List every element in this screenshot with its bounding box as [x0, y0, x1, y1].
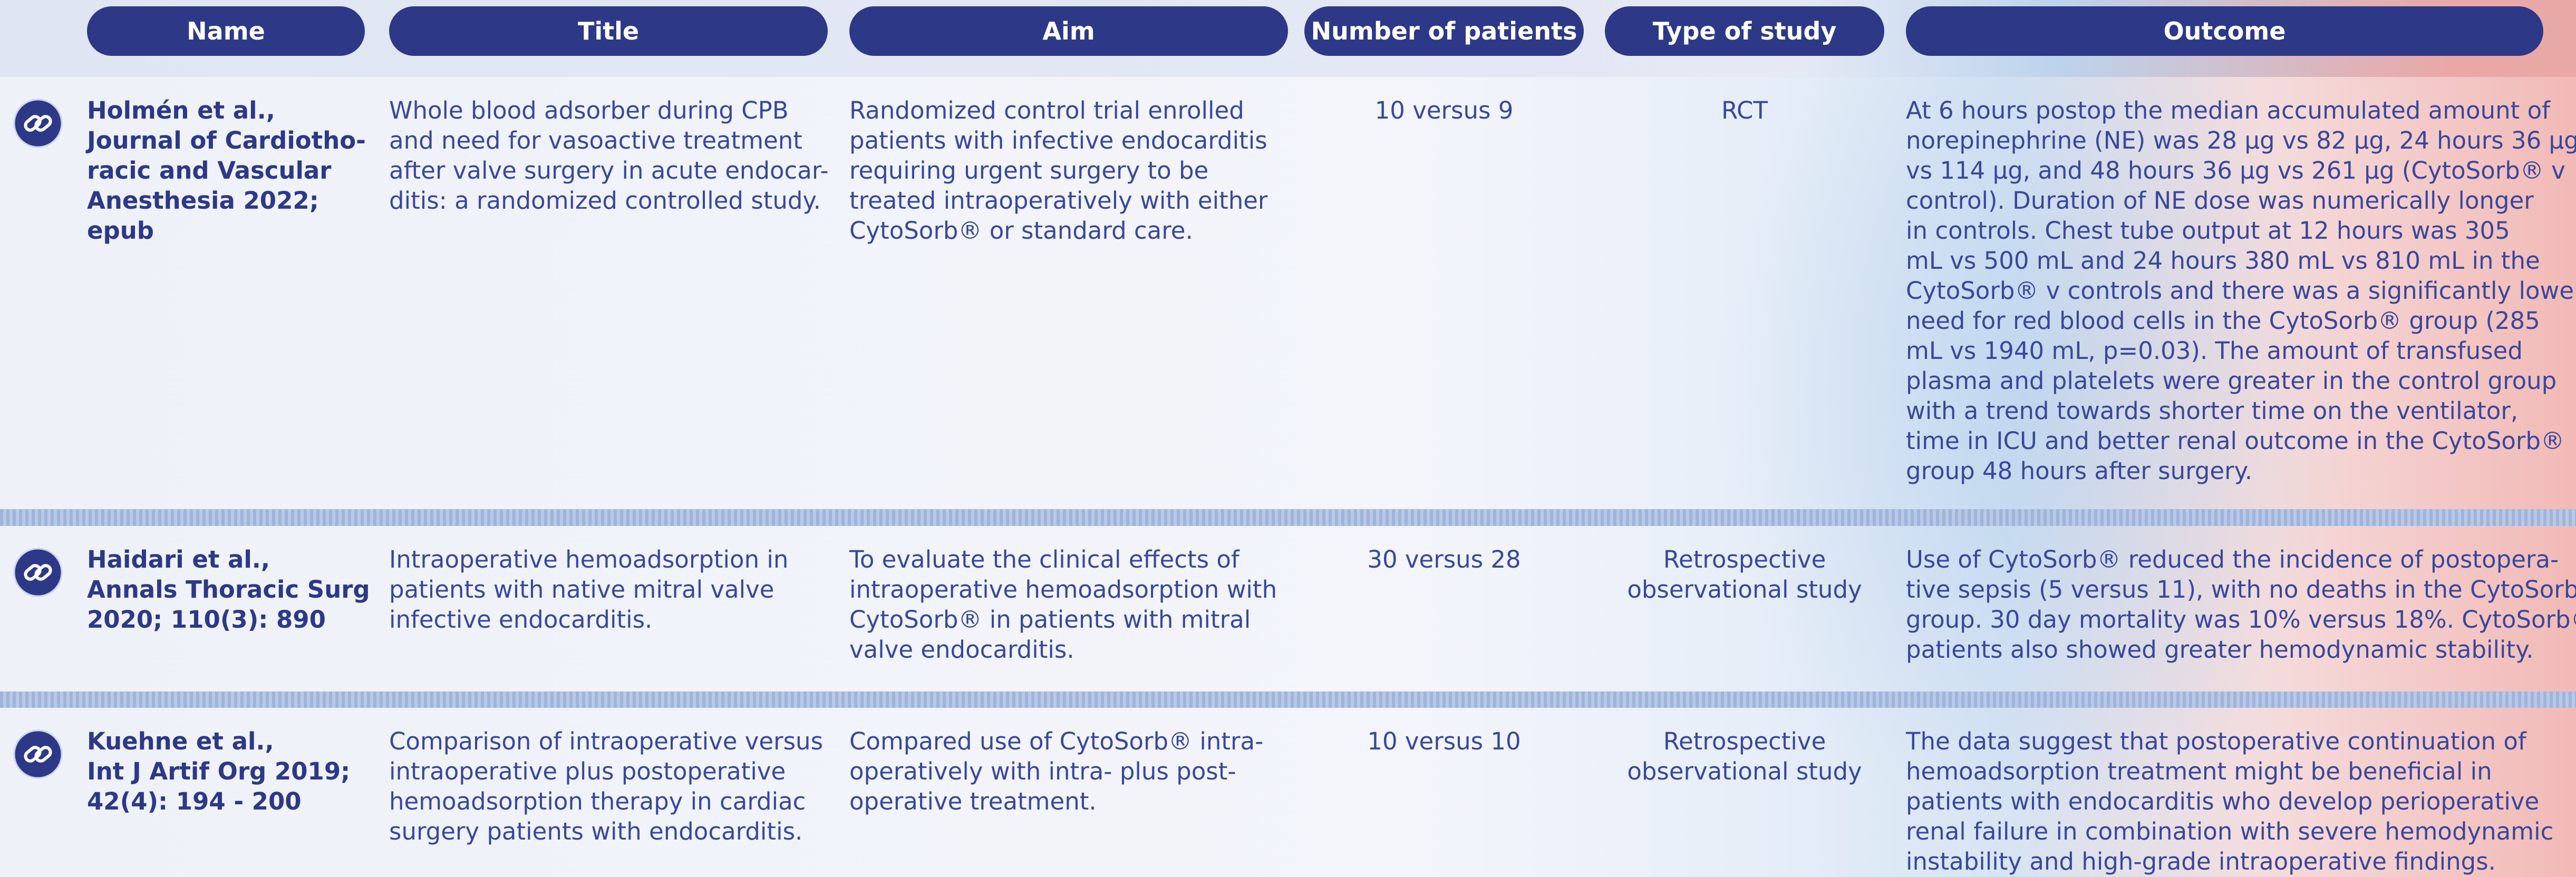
name-text: Journal of Cardiotho-	[87, 126, 366, 154]
title-text: after valve surgery in acute endocar-	[389, 157, 829, 184]
aim-text: Randomized control trial enrolled	[849, 96, 1244, 124]
column-header: Outcome	[1906, 6, 2543, 56]
link-icon[interactable]	[13, 548, 63, 597]
name-text: Anesthesia 2022;	[87, 187, 319, 215]
type-text: Retrospective	[1663, 727, 1826, 755]
name-text: Annals Thoracic Surg	[87, 576, 370, 603]
outcome-text: patients also showed greater hemodynamic…	[1906, 636, 2534, 664]
outcome-text: norepinephrine (NE) was 28 µg vs 82 µg, …	[1906, 126, 2576, 154]
outcome-text: control). Duration of NE dose was numeri…	[1906, 187, 2534, 215]
name-text: Haidari et al.,	[87, 545, 270, 573]
column-header: Aim	[849, 6, 1288, 56]
outcome-text: vs 114 µg, and 48 hours 36 µg vs 261 µg …	[1906, 157, 2565, 184]
outcome-text: The data suggest that postoperative cont…	[1906, 727, 2526, 755]
column-header: Type of study	[1605, 6, 1884, 56]
patients-text: 10 versus 10	[1367, 727, 1521, 755]
outcome-text: group. 30 day mortality was 10% versus 1…	[1906, 606, 2576, 634]
title-text: Intraoperative hemoadsorption in	[389, 545, 789, 573]
aim-text: CytoSorb® in patients with mitral	[849, 606, 1251, 634]
type-text: Retrospective	[1663, 545, 1826, 573]
outcome-text: hemoadsorption treatment might be benefi…	[1906, 757, 2492, 785]
outcome-text: mL vs 1940 mL, p=0.03). The amount of tr…	[1906, 337, 2523, 365]
outcome-text: with a trend towards shorter time on the…	[1906, 397, 2519, 425]
title-text: patients with native mitral valve	[389, 576, 774, 603]
title-text: Whole blood adsorber during CPB	[389, 96, 789, 124]
aim-text: To evaluate the clinical effects of	[849, 545, 1239, 573]
outcome-text: CytoSorb® v controls and there was a sig…	[1906, 277, 2576, 305]
outcome-text: group 48 hours after surgery.	[1906, 457, 2253, 485]
title-text: Comparison of intraoperative versus	[389, 727, 824, 755]
link-icon[interactable]	[13, 729, 63, 779]
type-text: observational study	[1627, 757, 1862, 785]
name-text: 42(4): 194 - 200	[87, 787, 302, 815]
aim-text: intraoperative hemoadsorption with	[849, 576, 1277, 603]
column-header: Title	[389, 6, 828, 56]
aim-text: Compared use of CytoSorb® intra-	[849, 727, 1264, 755]
aim-text: operatively with intra- plus post-	[849, 757, 1236, 785]
outcome-text: mL vs 500 mL and 24 hours 380 mL vs 810 …	[1906, 247, 2540, 275]
outcome-text: in controls. Chest tube output at 12 hou…	[1906, 217, 2510, 245]
outcome-text: instability and high-grade intraoperativ…	[1906, 847, 2496, 875]
aim-text: treated intraoperatively with either	[849, 187, 1268, 215]
outcome-text: tive sepsis (5 versus 11), with no death…	[1906, 576, 2576, 603]
column-header: Number of patients	[1304, 6, 1584, 56]
aim-text: requiring urgent surgery to be	[849, 157, 1209, 184]
outcome-text: need for red blood cells in the CytoSorb…	[1906, 307, 2540, 335]
name-text: epub	[87, 217, 154, 245]
outcome-text: Use of CytoSorb® reduced the incidence o…	[1906, 545, 2559, 573]
background-figure	[1687, 0, 2372, 877]
title-text: ditis: a randomized controlled study.	[389, 187, 821, 215]
outcome-text: plasma and platelets were greater in the…	[1906, 367, 2557, 395]
aim-text: operative treatment.	[849, 787, 1097, 815]
aim-text: patients with infective endocarditis	[849, 126, 1267, 154]
title-text: intraoperative plus postoperative	[389, 757, 786, 785]
type-text: RCT	[1721, 96, 1768, 124]
outcome-text: time in ICU and better renal outcome in …	[1906, 427, 2564, 455]
name-text: Kuehne et al.,	[87, 727, 274, 755]
outcome-text: patients with endocarditis who develop p…	[1906, 787, 2540, 815]
aim-text: valve endocarditis.	[849, 636, 1074, 664]
title-text: and need for vasoactive treatment	[389, 126, 802, 154]
row-separator	[0, 509, 2576, 526]
patients-text: 10 versus 9	[1374, 96, 1514, 124]
title-text: infective endocarditis.	[389, 606, 653, 634]
link-icon[interactable]	[13, 99, 63, 148]
outcome-text: At 6 hours postop the median accumulated…	[1906, 96, 2550, 124]
patients-text: 30 versus 28	[1367, 545, 1521, 573]
name-text: Int J Artif Org 2019;	[87, 757, 351, 785]
aim-text: CytoSorb® or standard care.	[849, 217, 1193, 245]
outcome-text: renal failure in combination with severe…	[1906, 817, 2554, 845]
name-text: racic and Vascular	[87, 157, 332, 184]
column-header: Name	[87, 6, 365, 56]
title-text: surgery patients with endocarditis.	[389, 817, 803, 845]
name-text: 2020; 110(3): 890	[87, 606, 326, 634]
name-text: Holmén et al.,	[87, 96, 275, 124]
type-text: observational study	[1627, 576, 1862, 603]
title-text: hemoadsorption therapy in cardiac	[389, 787, 806, 815]
row-separator	[0, 691, 2576, 708]
